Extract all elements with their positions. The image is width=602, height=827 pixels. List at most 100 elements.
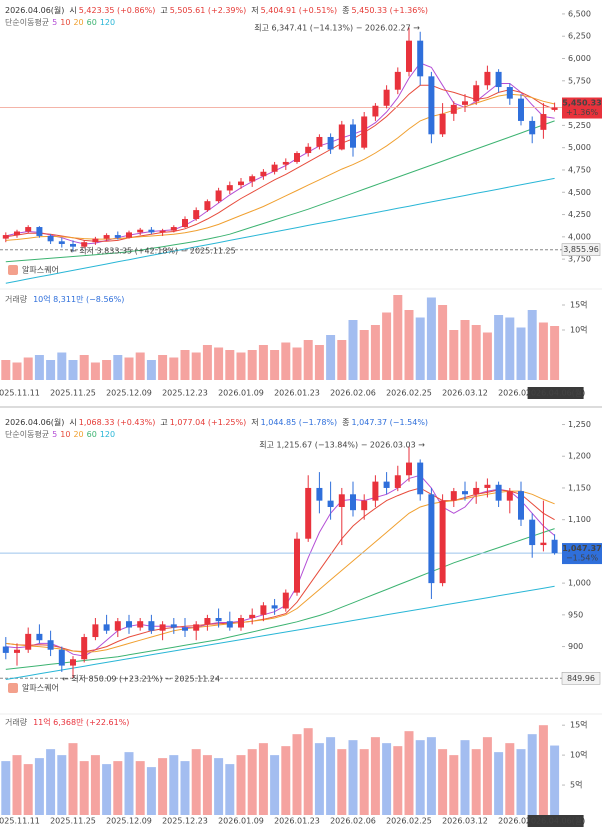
header-field-value: 1,068.33 (+0.43%)	[79, 418, 156, 427]
volume-bar	[550, 745, 560, 815]
current-date-label: 2026.04.06(월)	[526, 388, 585, 398]
candle-body	[383, 481, 390, 488]
volume-bar	[505, 743, 515, 815]
x-tick-label: 2026.01.09	[218, 389, 264, 398]
candle-body	[226, 621, 233, 628]
y-tick-label: 5,750	[568, 76, 591, 85]
ma-legend-title: 단순이동평균	[5, 17, 49, 27]
candle-body	[47, 235, 54, 242]
low-line-label: 849.96	[567, 674, 595, 683]
volume-tick-label: 5억	[570, 780, 582, 790]
x-tick-label: 2026.01.23	[274, 817, 320, 826]
volume-bar	[281, 342, 291, 380]
volume-bar	[359, 749, 369, 815]
volume-summary: 11억 6,368만 (+22.61%)	[33, 717, 129, 727]
volume-bar	[135, 352, 145, 380]
candle-body	[462, 491, 468, 495]
candle-body	[484, 71, 491, 86]
candle-body	[361, 116, 368, 148]
volume-bar	[370, 737, 380, 815]
volume-bar	[158, 758, 168, 815]
candle-body	[170, 624, 177, 628]
volume-tick-label: 10억	[570, 325, 588, 335]
candle-body	[428, 76, 435, 135]
volume-bar	[158, 355, 168, 380]
volume-bar	[169, 357, 179, 380]
header-field-value: 1,077.04 (+1.25%)	[170, 418, 247, 427]
candle-body	[540, 542, 547, 546]
legend-entry: 10	[60, 430, 70, 439]
candle-body	[126, 232, 132, 238]
candle-body	[114, 235, 121, 238]
y-tick-label: 1,150	[568, 483, 591, 492]
x-tick-label: 2025.11.11	[0, 389, 40, 398]
header-field-label: 종	[342, 6, 349, 15]
candle-body	[271, 605, 278, 609]
candle-body	[338, 494, 345, 507]
volume-bar	[46, 360, 56, 380]
candle-body	[260, 605, 267, 615]
volume-bar	[438, 305, 448, 380]
annotation: ← 최저 850.09 (+23.21%) − 2025.11.24	[62, 674, 220, 684]
volume-bar	[146, 767, 156, 815]
volume-bar	[370, 325, 380, 380]
volume-tick-label: 15억	[570, 720, 588, 730]
candle-body	[327, 136, 334, 150]
candle-body	[506, 491, 513, 501]
candle-body	[215, 190, 222, 202]
y-tick-label: 6,500	[568, 9, 591, 18]
legend-entry: 10	[60, 18, 70, 27]
volume-bar	[460, 740, 470, 815]
y-tick-label: 950	[568, 610, 583, 619]
volume-bar	[180, 761, 190, 815]
x-tick-label: 2026.03.12	[442, 389, 488, 398]
current-date-tag	[527, 815, 584, 827]
y-tick-label: 1,000	[568, 579, 591, 588]
candle-body	[450, 491, 457, 501]
volume-bar	[225, 350, 235, 380]
volume-bar	[527, 734, 537, 815]
candle-body	[540, 114, 547, 130]
candle-body	[338, 124, 345, 150]
candle-body	[305, 487, 312, 539]
volume-bar	[169, 755, 179, 815]
current-price-label: 1,047.37	[562, 544, 601, 553]
candle-body	[14, 231, 20, 236]
legend-entry: 60	[87, 18, 97, 27]
volume-bar	[482, 332, 492, 380]
volume-bar	[270, 350, 280, 380]
volume-bar	[281, 746, 291, 815]
volume-bar	[34, 758, 44, 815]
candle-body	[92, 624, 99, 638]
volume-bar	[482, 737, 492, 815]
volume-bar	[1, 360, 11, 380]
candle-body	[58, 241, 65, 244]
watermark-icon	[8, 683, 18, 693]
candle-body	[103, 235, 110, 239]
legend-entry: 5	[52, 430, 57, 439]
candle-body	[294, 153, 300, 162]
candle-body	[260, 171, 267, 177]
y-tick-label: 5,250	[568, 121, 591, 130]
candle-body	[36, 227, 43, 236]
volume-bar	[68, 360, 78, 380]
header-field-label: 고	[160, 418, 167, 427]
candle-body	[473, 487, 480, 495]
low-line-label: 3,855.96	[563, 245, 599, 254]
candle-body	[2, 646, 9, 653]
candle-body	[249, 176, 256, 182]
x-tick-label: 2025.11.11	[0, 817, 40, 826]
candle-body	[159, 624, 166, 631]
volume-header: 거래량 11억 6,368만 (+22.61%)	[5, 717, 129, 727]
volume-bar	[426, 297, 436, 380]
candle-body	[70, 243, 76, 247]
candle-body	[170, 227, 177, 231]
candle-body	[159, 230, 166, 233]
candle-body	[204, 201, 211, 211]
volume-bar	[292, 347, 302, 380]
volume-bar	[382, 743, 392, 815]
candle-body	[58, 649, 65, 666]
volume-bar	[202, 345, 212, 380]
candle-body	[271, 164, 278, 172]
legend-entry: 20	[73, 430, 83, 439]
